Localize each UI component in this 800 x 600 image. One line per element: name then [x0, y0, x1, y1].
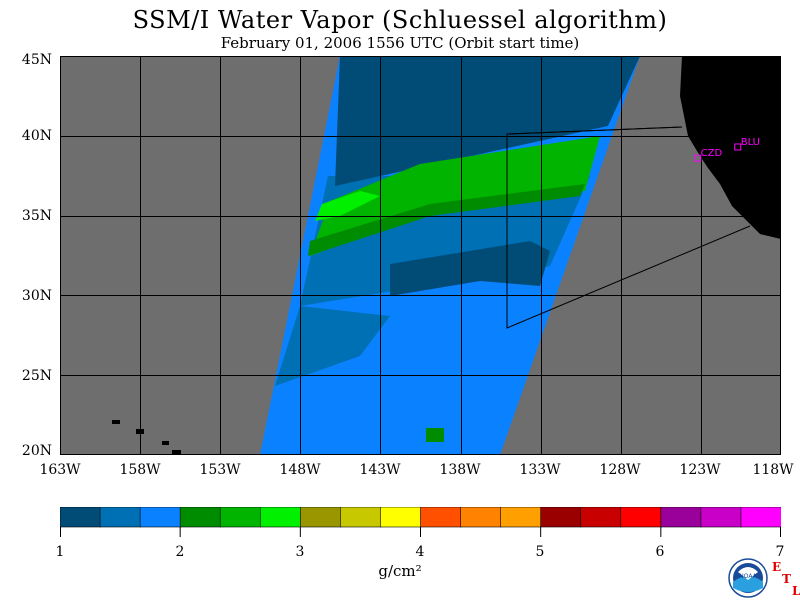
lon-label-128w: 128W — [599, 462, 641, 478]
swath-dark-band-mid — [390, 241, 550, 296]
island — [162, 441, 169, 445]
etl-letter-e: E — [772, 560, 782, 574]
colorbar-tick-1: 1 — [55, 544, 65, 560]
map-subtitle: February 01, 2006 1556 UTC (Orbit start … — [220, 34, 580, 52]
colorbar-tick-6: 6 — [655, 544, 665, 560]
colorbar-swatch — [340, 507, 382, 528]
colorbar-swatch — [580, 507, 622, 528]
noaa-logo: NOAA — [728, 558, 768, 598]
colorbar — [60, 507, 781, 537]
lon-label-123w: 123W — [679, 462, 721, 478]
lon-label-163w: 163W — [39, 462, 81, 478]
colorbar-swatch — [99, 507, 141, 528]
colorbar-swatch — [500, 507, 542, 528]
colorbar-tick-2: 2 — [175, 544, 185, 560]
station-markers: CZD BLU — [694, 137, 760, 162]
map-title: SSM/I Water Vapor (Schluessel algorithm) — [132, 6, 668, 34]
lon-label-118w: 118W — [752, 462, 794, 478]
land-coastline — [680, 56, 781, 239]
station-label-czd: CZD — [701, 148, 723, 159]
swath-bright-green-core — [315, 191, 380, 221]
colorbar-swatch — [460, 507, 502, 528]
lon-label-148w: 148W — [279, 462, 321, 478]
lon-label-133w: 133W — [519, 462, 561, 478]
colorbar-unit: g/cm² — [378, 562, 422, 580]
station-label-blu: BLU — [741, 137, 760, 148]
colorbar-swatch — [740, 507, 781, 528]
colorbar-swatch — [620, 507, 662, 528]
colorbar-swatch — [420, 507, 462, 528]
colorbar-tick-5: 5 — [535, 544, 545, 560]
colorbar-swatch — [139, 507, 181, 528]
lat-label-45n: 45N — [21, 52, 52, 68]
etl-letter-t: T — [782, 572, 791, 586]
lat-label-35n: 35N — [21, 208, 52, 224]
colorbar-tick-4: 4 — [415, 544, 425, 560]
lat-label-20n: 20N — [21, 443, 52, 459]
lat-label-30n: 30N — [21, 288, 52, 304]
flight-track-box — [506, 126, 751, 329]
colorbar-swatch — [60, 507, 101, 528]
etl-letter-l: L — [792, 584, 800, 598]
lat-label-25n: 25N — [21, 368, 52, 384]
colorbar-swatch — [179, 507, 222, 528]
colorbar-swatch — [660, 507, 702, 528]
colorbar-swatch — [540, 507, 582, 528]
colorbar-tick-3: 3 — [295, 544, 305, 560]
colorbar-swatch — [300, 507, 342, 528]
lon-label-138w: 138W — [439, 462, 481, 478]
lat-label-40n: 40N — [21, 128, 52, 144]
island — [172, 450, 181, 455]
station-marker-blu — [734, 143, 742, 151]
colorbar-swatch — [259, 507, 302, 528]
map-border — [60, 56, 781, 455]
colorbar-tick-marks — [60, 527, 781, 537]
noaa-logo-text: NOAA — [739, 573, 757, 580]
swath-dark-green-edge — [308, 184, 585, 256]
colorbar-swatch — [219, 507, 262, 528]
water-vapor-map: CZD BLU — [60, 56, 781, 455]
lon-label-153w: 153W — [199, 462, 241, 478]
island — [112, 420, 120, 424]
swath-dark-band-north — [335, 56, 640, 186]
lon-label-143w: 143W — [359, 462, 401, 478]
colorbar-tick-7: 7 — [775, 544, 785, 560]
lon-label-158w: 158W — [119, 462, 161, 478]
colorbar-swatch — [380, 507, 422, 528]
swath-mid-blue-band-south — [275, 306, 390, 386]
green-patch — [426, 428, 444, 442]
colorbar-swatch — [700, 507, 742, 528]
station-marker-czd — [694, 154, 702, 162]
colorbar-swatches — [60, 507, 781, 528]
